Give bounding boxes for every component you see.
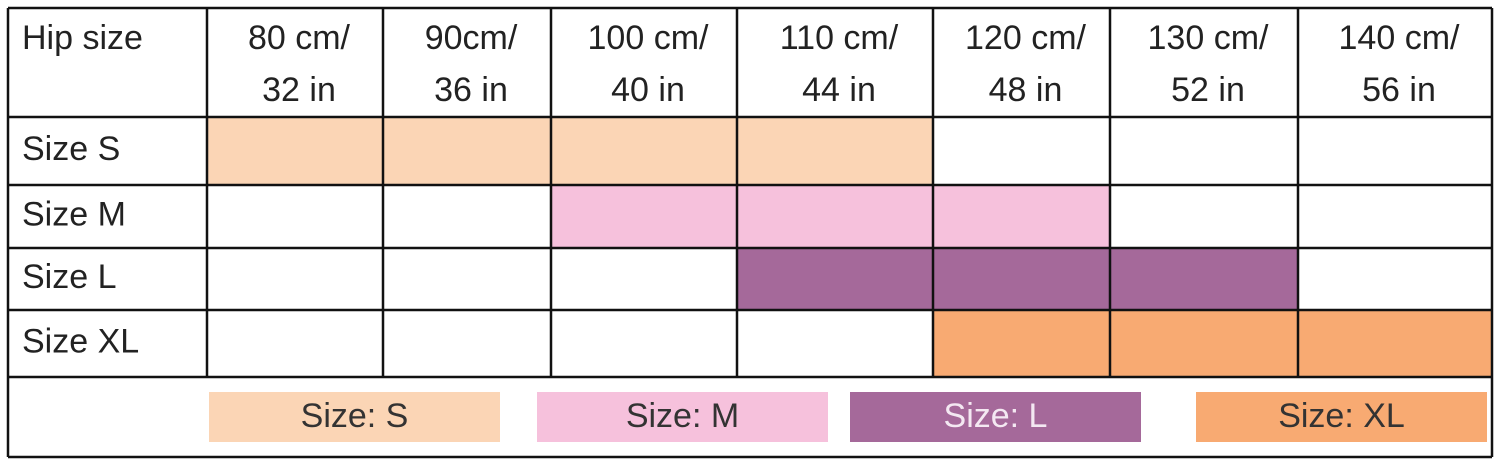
column-header: 52 in	[1171, 71, 1245, 109]
legend-label: Size: S	[301, 397, 409, 435]
size-cell	[933, 248, 1110, 310]
size-cell	[1110, 310, 1298, 377]
size-cell	[1110, 248, 1298, 310]
size-cell	[933, 310, 1110, 377]
column-header: 140 cm/	[1339, 19, 1460, 57]
column-header: 32 in	[262, 71, 336, 109]
column-header: 90cm/	[425, 19, 518, 57]
size-cell	[737, 185, 933, 248]
size-cell	[207, 117, 383, 185]
header-label: Hip size	[22, 19, 143, 57]
legend-label: Size: XL	[1278, 397, 1405, 435]
row-label: Size M	[22, 195, 126, 233]
size-cell	[1298, 310, 1492, 377]
size-cell	[383, 117, 551, 185]
row-label: Size XL	[22, 322, 139, 360]
size-cell	[551, 185, 737, 248]
column-header: 48 in	[989, 71, 1063, 109]
column-header: 36 in	[434, 71, 508, 109]
size-cell	[551, 117, 737, 185]
legend-label: Size: L	[944, 397, 1048, 435]
legend-swatch	[209, 392, 500, 442]
size-cell	[737, 117, 933, 185]
size-cell	[933, 185, 1110, 248]
legend-swatch	[1196, 392, 1487, 442]
row-label: Size L	[22, 258, 117, 296]
legend-swatch	[537, 392, 828, 442]
column-header: 44 in	[802, 71, 876, 109]
column-header: 130 cm/	[1148, 19, 1269, 57]
column-header: 40 in	[611, 71, 685, 109]
column-header: 100 cm/	[588, 19, 709, 57]
column-header: 56 in	[1362, 71, 1436, 109]
legend-swatch	[850, 392, 1141, 442]
column-header: 120 cm/	[965, 19, 1086, 57]
column-header: 110 cm/	[780, 19, 899, 57]
legend-label: Size: M	[626, 397, 739, 435]
row-label: Size S	[22, 130, 120, 168]
column-header: 80 cm/	[248, 19, 351, 57]
size-cell	[737, 248, 933, 310]
